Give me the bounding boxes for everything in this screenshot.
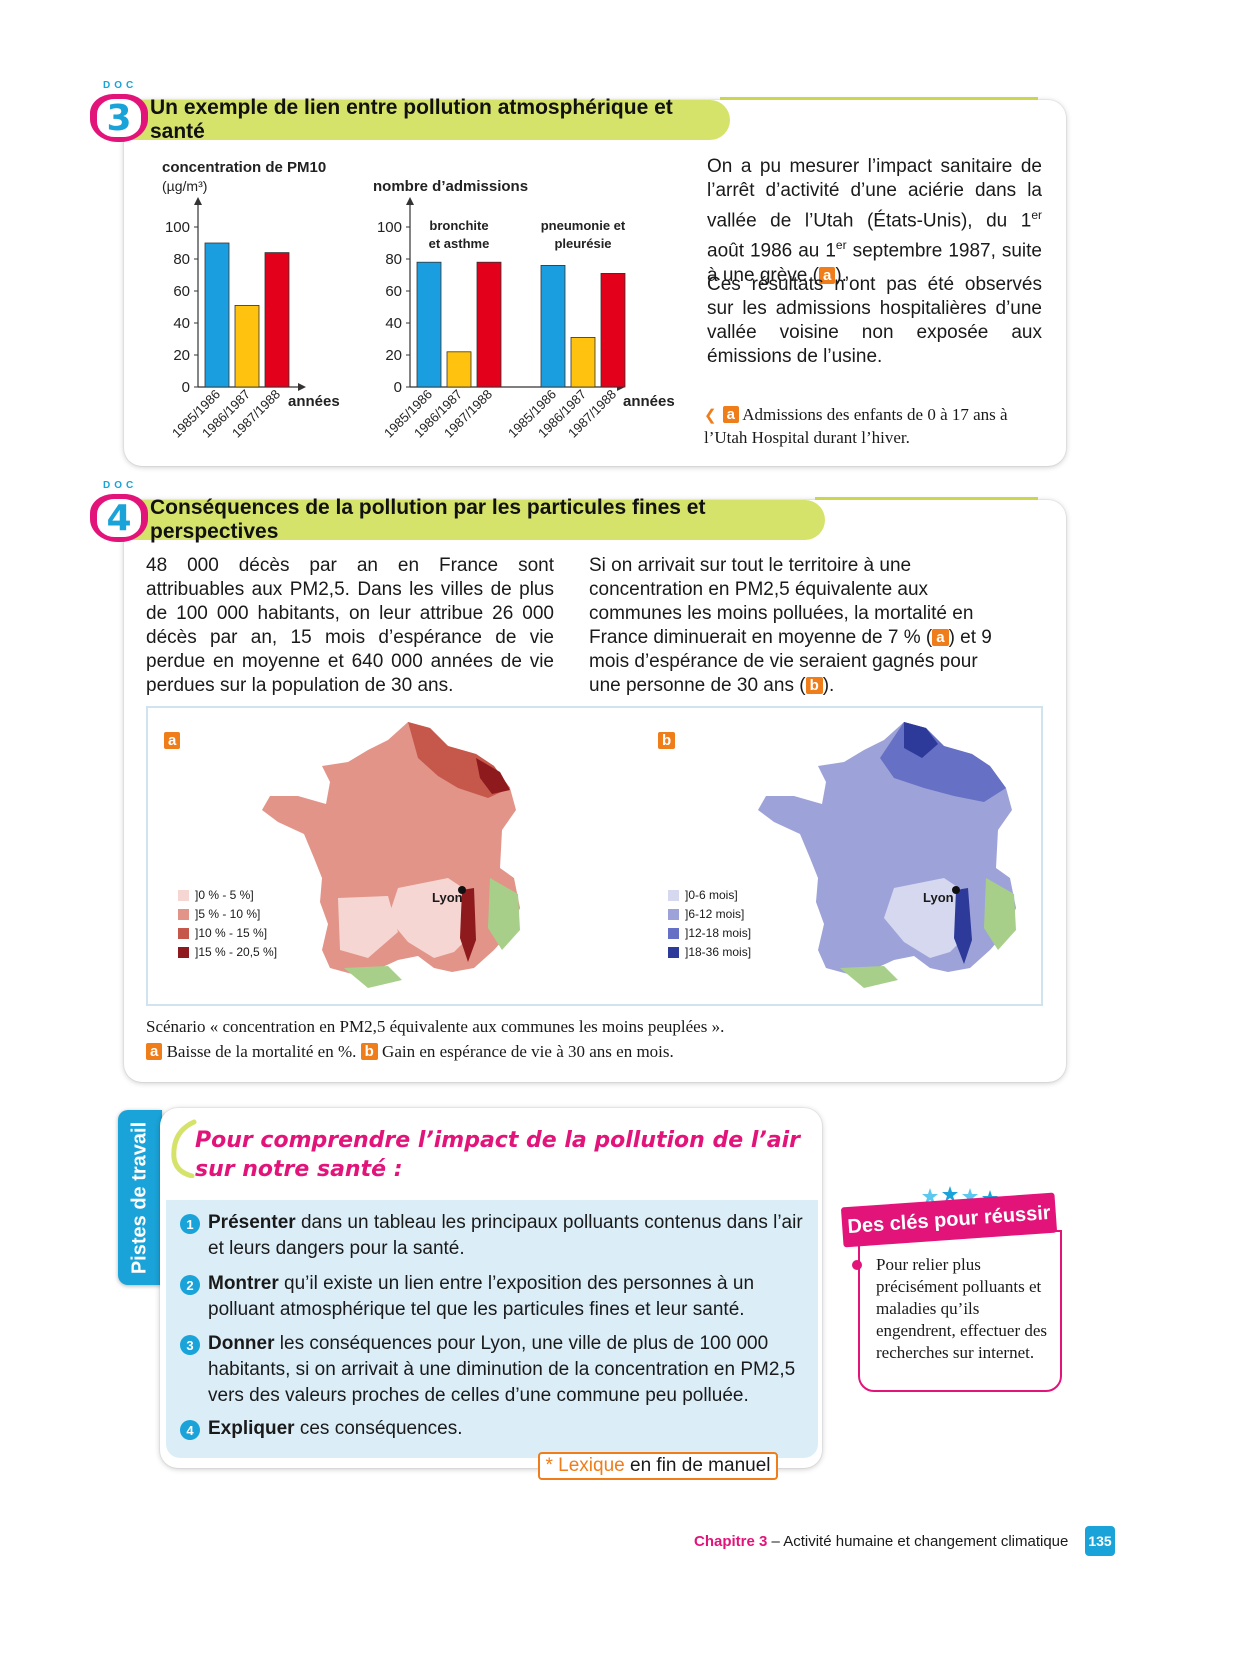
y-tick-label: 20 (385, 347, 402, 364)
legend-swatch (668, 927, 679, 939)
y-axis-title: concentration de PM10 (162, 159, 326, 176)
doc3-paragraph-1: On a pu mesurer l’impact sanitaire de l’… (707, 156, 1042, 286)
pistes-heading-line-1: Pour comprendre l’impact de la pollution… (195, 1128, 800, 1153)
y-axis-title: nombre d’admissions (373, 178, 528, 195)
footer-text: Chapitre 3 – Activité humaine et changem… (694, 1533, 1069, 1550)
doc3-badge: 3 (90, 94, 148, 142)
legend-swatch (178, 946, 189, 958)
doc4-map-captions: a Baisse de la mortalité en %. b Gain en… (146, 1042, 674, 1062)
group-label: pleurésie (554, 236, 611, 251)
map-a-legend-item: ]15 % - 20,5 %] (178, 945, 277, 959)
bar (264, 252, 290, 388)
legend-swatch (178, 908, 189, 920)
map-b-legend-item: ]18-36 mois] (668, 945, 751, 959)
map-b-legend-item: ]0-6 mois] (668, 888, 738, 902)
y-tick-label: 0 (394, 379, 402, 396)
q-number-badge: 2 (180, 1275, 200, 1295)
pistes-item-1: Présenter dans un tableau les principaux… (208, 1212, 803, 1259)
heading-swoosh-icon (171, 1119, 197, 1178)
ref-b: b (805, 677, 823, 694)
pistes-heading-line-2: sur notre santé : (195, 1157, 403, 1182)
doc4-scenario-caption: Scénario « concentration en PM2,5 équiva… (146, 1017, 725, 1036)
bar (600, 273, 626, 388)
map-a-legend-item: ]10 % - 15 %] (178, 926, 267, 940)
map-b-france-life-expectancy (758, 722, 1016, 988)
y-tick-label: 100 (377, 219, 402, 236)
maps-frame: a b Lyon Lyon ]0 % - 5 %] ]5 % - 10 %] ]… (146, 706, 1043, 1006)
y-tick-label: 100 (165, 219, 190, 236)
q-number-badge: 3 (180, 1335, 200, 1355)
q-number-badge: 4 (180, 1420, 200, 1440)
y-tick-label: 40 (173, 315, 190, 332)
y-axis-arrow-icon (406, 197, 414, 205)
cles-text: Pour relier plus précisément polluants e… (876, 1255, 1048, 1362)
x-axis-title: années (623, 393, 675, 410)
doc4-title: Conséquences de la pollution par les par… (120, 496, 825, 543)
doc3-title-rule (720, 97, 1038, 100)
y-axis-unit: (µg/m³) (162, 178, 207, 194)
map-a-city-label: Lyon (432, 890, 463, 905)
pistes-questions-panel (166, 1200, 818, 1458)
map-b-city-label: Lyon (923, 890, 954, 905)
group-label: et asthme (429, 236, 490, 251)
pistes-tab-label: Pistes de travail (128, 1121, 151, 1274)
y-tick-label: 40 (385, 315, 402, 332)
map-a-legend-item: ]0 % - 5 %] (178, 888, 254, 902)
doc3-caption: ❮ a Admissions des enfants de 0 à 17 ans … (704, 405, 1008, 447)
bar (540, 265, 566, 388)
doc3-title: Un exemple de lien entre pollution atmos… (120, 96, 730, 143)
y-tick-label: 80 (385, 251, 402, 268)
bar (416, 261, 442, 388)
y-tick-label: 60 (173, 283, 190, 300)
page-number: 135 (1085, 1526, 1115, 1556)
y-axis-arrow-icon (194, 197, 202, 205)
bullet-dot-icon (852, 1260, 862, 1270)
pistes-item-4: Expliquer ces conséquences. (208, 1418, 463, 1439)
q-number-badge: 1 (180, 1214, 200, 1234)
doc4-number: 4 (97, 498, 141, 539)
doc3-doc-label: DOC (103, 80, 138, 91)
map-a-france-mortality (262, 722, 520, 988)
x-axis-arrow-icon (298, 383, 306, 391)
caption-arrow-icon: ❮ (704, 408, 717, 424)
lexique-box[interactable]: * Lexique en fin de manuel (538, 1452, 778, 1480)
pistes-item-2: Montrer qu’il existe un lien entre l’exp… (208, 1273, 755, 1320)
map-b-legend-item: ]6-12 mois] (668, 907, 744, 921)
legend-swatch (668, 946, 679, 958)
legend-swatch (178, 927, 189, 939)
y-tick-label: 20 (173, 347, 190, 364)
pistes-item-3: Donner les conséquences pour Lyon, une v… (208, 1333, 796, 1406)
bar (446, 351, 472, 388)
map-a-legend-item: ]5 % - 10 %] (178, 907, 260, 921)
doc4-badge: 4 (90, 494, 148, 542)
doc3-chart-admissions: nombre d’admissions0204060801001985/1986… (373, 178, 675, 441)
doc3-paragraph-2: Ces résultats n’ont pas été observés sur… (707, 274, 1042, 367)
legend-swatch (178, 889, 189, 901)
group-label: pneumonie et (541, 218, 626, 233)
y-tick-label: 0 (182, 379, 190, 396)
pistes-tab: Pistes de travail (118, 1110, 162, 1285)
x-axis-title: années (288, 393, 340, 410)
bar (476, 261, 502, 388)
group-label: bronchite (429, 218, 488, 233)
doc4-left-text: 48 000 décès par an en France sont attri… (146, 555, 554, 696)
map-b-letter: b (658, 732, 676, 749)
doc4-right-text: Si on arrivait sur tout le territoire à … (589, 555, 992, 696)
bar (204, 242, 230, 388)
doc4-title-rule (815, 497, 1038, 500)
doc3-chart-pm10: concentration de PM10 (µg/m³) 0 20 40 60 80 100… (162, 159, 340, 441)
bar (234, 304, 260, 388)
y-tick-label: 60 (385, 283, 402, 300)
bar (570, 336, 596, 388)
legend-swatch (668, 889, 679, 901)
ref-a: a (818, 266, 836, 284)
doc3-number: 3 (97, 98, 141, 139)
map-a-letter: a (164, 732, 181, 749)
map-b-legend-item: ]12-18 mois] (668, 926, 751, 940)
doc4-doc-label: DOC (103, 480, 138, 491)
y-tick-label: 80 (173, 251, 190, 268)
legend-swatch (668, 908, 679, 920)
cles-box (858, 1230, 1062, 1392)
ref-a: a (932, 629, 949, 646)
